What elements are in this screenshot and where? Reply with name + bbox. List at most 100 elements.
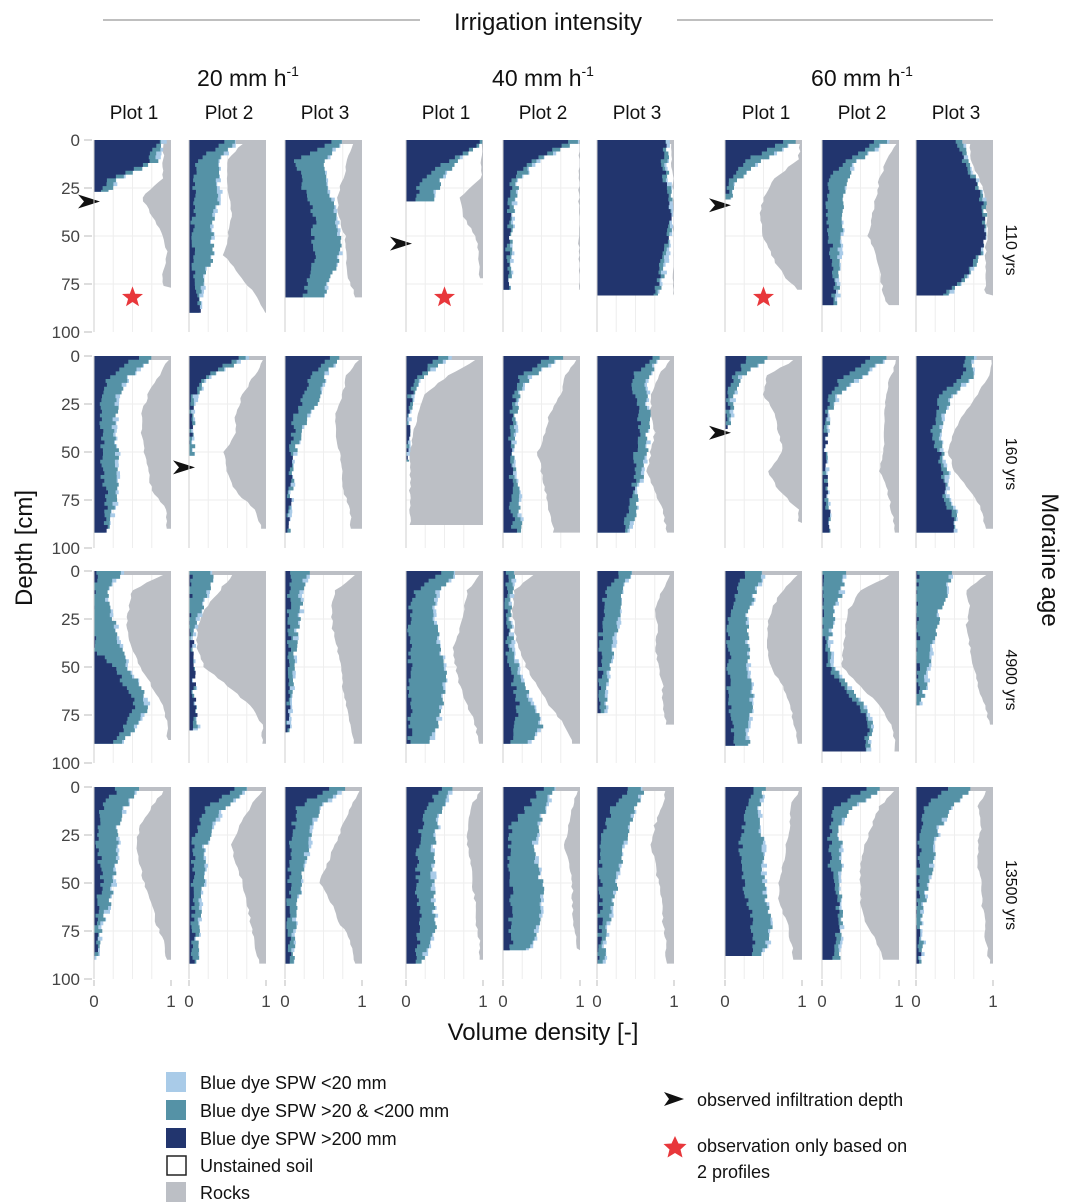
- rocks-area: [140, 356, 171, 529]
- rocks-area: [331, 571, 362, 744]
- spw-gt200-area: [725, 787, 756, 956]
- x-tick-label: 0: [184, 992, 193, 1011]
- group-label-20: 20 mm h-1: [197, 63, 299, 91]
- y-tick-label: 25: [61, 826, 80, 845]
- rocks-area: [452, 571, 483, 744]
- spw-gt200-area: [725, 140, 784, 200]
- rocks-area: [646, 356, 674, 533]
- panel-r0-c7: [821, 140, 899, 332]
- spw-gt200-area: [94, 787, 117, 960]
- y-tick-label: 100: [52, 323, 80, 342]
- x-tick-label: 0: [401, 992, 410, 1011]
- panel-r3-c5: [596, 787, 674, 979]
- x-tick-label: 1: [261, 992, 270, 1011]
- surface-rock-strip: [189, 571, 266, 575]
- spw-gt200-area: [406, 787, 442, 964]
- legend-swatch-teal: [166, 1100, 186, 1120]
- rocks-area: [650, 787, 674, 964]
- rocks-area: [142, 140, 171, 288]
- spw-20-200-area: [189, 356, 246, 456]
- rocks-area: [319, 787, 362, 964]
- surface-rock-strip: [597, 571, 674, 575]
- spw-gt200-area: [822, 571, 870, 752]
- plot-label-g3-p3: Plot 3: [932, 103, 981, 124]
- row-label-160: 160 yrs: [1002, 438, 1019, 490]
- y-tick-label: 75: [61, 922, 80, 941]
- spw-20-200-area: [822, 140, 887, 306]
- y-tick-label: 0: [71, 347, 80, 366]
- surface-rock-strip: [822, 571, 899, 575]
- row-label-110: 110 yrs: [1002, 224, 1019, 275]
- panel-r1-c8: [915, 356, 993, 548]
- surface-rock-strip: [725, 571, 802, 575]
- spw-20-200-area: [94, 356, 152, 533]
- row-label-4900: 4900 yrs: [1002, 649, 1019, 710]
- x-tick-label: 0: [498, 992, 507, 1011]
- rocks-area: [669, 140, 674, 296]
- spw-gt200-area: [94, 571, 136, 744]
- panel-r1-c6: [709, 356, 802, 548]
- plot-label-g1-p2: Plot 2: [205, 103, 254, 124]
- panel-r2-c6: [724, 571, 802, 763]
- infiltration-arrow-icon: [390, 236, 412, 251]
- spw-gt200-area: [503, 571, 520, 744]
- infiltration-arrow-icon: [709, 198, 731, 213]
- panel-r3-c1: [188, 787, 266, 979]
- x-axis-label: Volume density [-]: [448, 1019, 639, 1046]
- spw-gt200-area: [916, 140, 986, 296]
- infiltration-arrow-icon: [709, 425, 731, 440]
- panel-r3-c7: [821, 787, 899, 979]
- x-tick-label: 1: [357, 992, 366, 1011]
- rocks-area: [654, 571, 674, 725]
- y-ticks-group: 0 25 50 75 100 0 25 50 75 100 0 25 50 75 100 0 25 50 75 100: [52, 131, 92, 989]
- spw-20-200-area: [916, 571, 952, 706]
- rocks-area: [337, 140, 362, 298]
- rocks-area: [977, 787, 993, 964]
- y-axis-label: Depth [cm]: [11, 490, 38, 606]
- rocks-area: [126, 571, 171, 740]
- spw-gt200-area: [189, 787, 235, 964]
- x-tick-label: 1: [894, 992, 903, 1011]
- rocks-area: [136, 787, 171, 960]
- infiltration-arrow-icon: [173, 460, 195, 475]
- red-star-icon: [434, 286, 455, 307]
- y-tick-label: 50: [61, 227, 80, 246]
- panel-r2-c7: [821, 571, 899, 763]
- spw-20-200-area: [189, 787, 247, 964]
- y-tick-label: 25: [61, 395, 80, 414]
- spw-gt200-area: [822, 356, 870, 533]
- panel-r0-c0: [78, 140, 171, 332]
- legend-label-0: Blue dye SPW <20 mm: [200, 1073, 387, 1093]
- spw-lt20-area: [822, 356, 887, 533]
- panel-r2-c8: [915, 571, 993, 763]
- plot-label-g1-p3: Plot 3: [301, 103, 350, 124]
- spw-20-200-area: [406, 571, 454, 744]
- x-tick-label: 1: [988, 992, 997, 1011]
- spw-20-200-area: [725, 571, 762, 746]
- y-tick-label: 100: [52, 754, 80, 773]
- spw-20-200-area: [189, 571, 214, 731]
- x-tick-label: 0: [592, 992, 601, 1011]
- rocks-area: [879, 356, 899, 533]
- x-tick-label: 0: [911, 992, 920, 1011]
- rocks-area: [578, 140, 580, 290]
- rocks-area: [867, 140, 899, 306]
- spw-gt200-area: [597, 571, 619, 714]
- rocks-area: [222, 140, 266, 313]
- spw-gt200-area: [725, 356, 747, 429]
- x-tick-label: 1: [575, 992, 584, 1011]
- y-tick-label: 50: [61, 443, 80, 462]
- panel-r1-c0: [93, 356, 171, 548]
- spw-gt200-area: [503, 787, 544, 951]
- spw-gt200-area: [597, 140, 672, 296]
- legend-label-3: Unstained soil: [200, 1156, 313, 1176]
- spw-gt200-area: [406, 356, 439, 462]
- panel-r1-c7: [821, 356, 899, 548]
- spw-gt200-area: [406, 571, 442, 744]
- spw-20-200-area: [503, 140, 578, 290]
- y-tick-label: 50: [61, 658, 80, 677]
- spw-gt200-area: [94, 356, 139, 533]
- rocks-area: [841, 571, 899, 752]
- panel-r1-c3: [405, 356, 483, 548]
